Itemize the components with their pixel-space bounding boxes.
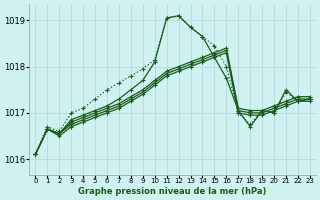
X-axis label: Graphe pression niveau de la mer (hPa): Graphe pression niveau de la mer (hPa) — [78, 187, 267, 196]
